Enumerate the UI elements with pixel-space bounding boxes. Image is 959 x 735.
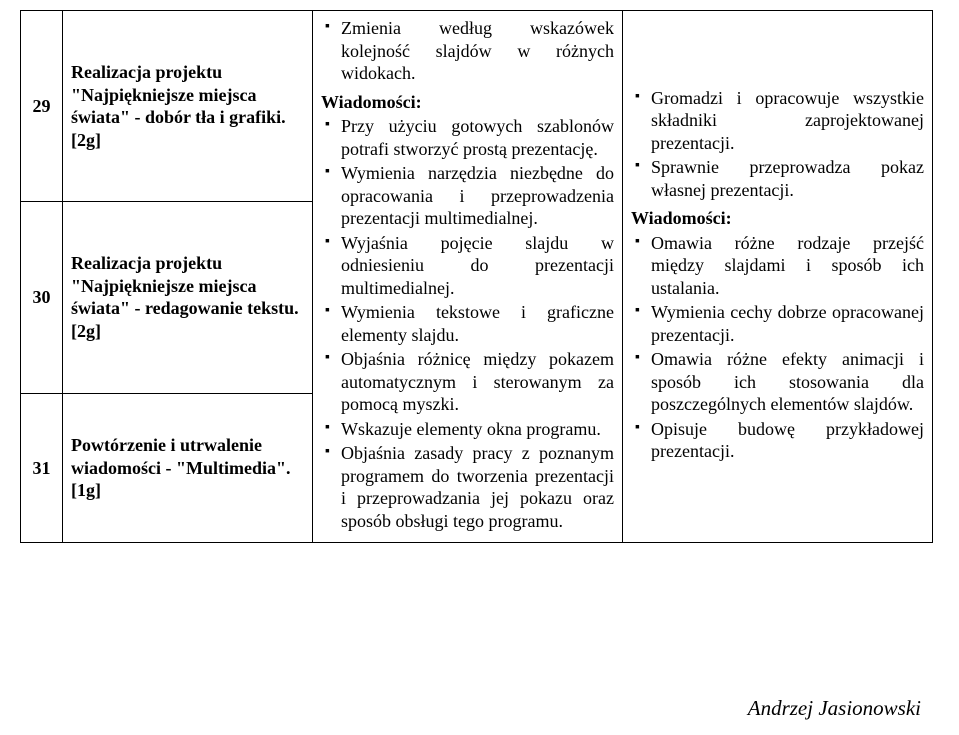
row-number: 30: [21, 202, 63, 393]
list-item: Wymienia cechy dobrze opracowanej prezen…: [651, 301, 924, 348]
row-topic: Powtórzenie i utrwalenie wiadomości - "M…: [63, 393, 313, 543]
row-number: 31: [21, 393, 63, 543]
author-footer: Andrzej Jasionowski: [748, 696, 921, 721]
topic-line: Realizacja projektu: [71, 253, 222, 273]
list-item: Objaśnia zasady pracy z poznanym program…: [341, 442, 614, 534]
list-item: Sprawnie przeprowadza pokaz własnej prez…: [651, 156, 924, 203]
list-item: Wskazuje elementy okna programu.: [341, 418, 614, 443]
topic-line: Realizacja projektu: [71, 62, 222, 82]
bullet-list: Zmienia według wskazówek kolejność slajd…: [321, 17, 614, 87]
knowledge-col-a: Zmienia według wskazówek kolejność slajd…: [313, 11, 623, 543]
topic-tag: [1g]: [71, 480, 101, 500]
document-page: 29 Realizacja projektu "Najpiękniejsze m…: [0, 0, 959, 735]
list-item: Zmienia według wskazówek kolejność slajd…: [341, 17, 614, 87]
list-item: Wyjaśnia pojęcie slajdu w odniesieniu do…: [341, 232, 614, 302]
bullet-list: Przy użyciu gotowych szablonów potrafi s…: [321, 115, 614, 534]
topic-line: "Najpiękniejsze miejsca świata" - dobór …: [71, 85, 286, 128]
knowledge-col-b: Gromadzi i opracowuje wszystkie składnik…: [623, 11, 933, 543]
list-item: Opisuje budowę przykładowej prezentacji.: [651, 418, 924, 465]
row-topic: Realizacja projektu "Najpiękniejsze miej…: [63, 202, 313, 393]
list-item: Wymienia narzędzia niezbędne do opracowa…: [341, 162, 614, 232]
topic-tag: [2g]: [71, 321, 101, 341]
topic-line: Powtórzenie i utrwalenie wiadomości - "M…: [71, 435, 290, 478]
bullet-list: Gromadzi i opracowuje wszystkie składnik…: [631, 87, 924, 204]
table-row: 29 Realizacja projektu "Najpiękniejsze m…: [21, 11, 933, 202]
curriculum-table: 29 Realizacja projektu "Najpiękniejsze m…: [20, 10, 933, 543]
list-item: Gromadzi i opracowuje wszystkie składnik…: [651, 87, 924, 157]
list-item: Omawia różne rodzaje przejść między slaj…: [651, 232, 924, 302]
topic-tag: [2g]: [71, 130, 101, 150]
row-topic: Realizacja projektu "Najpiękniejsze miej…: [63, 11, 313, 202]
topic-line: "Najpiękniejsze miejsca świata" - redago…: [71, 276, 299, 319]
row-number: 29: [21, 11, 63, 202]
list-item: Omawia różne efekty animacji i sposób ic…: [651, 348, 924, 418]
section-heading: Wiadomości:: [631, 207, 924, 230]
bullet-list: Omawia różne rodzaje przejść między slaj…: [631, 232, 924, 465]
list-item: Wymienia tekstowe i graficzne elementy s…: [341, 301, 614, 348]
list-item: Objaśnia różnicę między pokazem automaty…: [341, 348, 614, 418]
section-heading: Wiadomości:: [321, 91, 614, 114]
list-item: Przy użyciu gotowych szablonów potrafi s…: [341, 115, 614, 162]
